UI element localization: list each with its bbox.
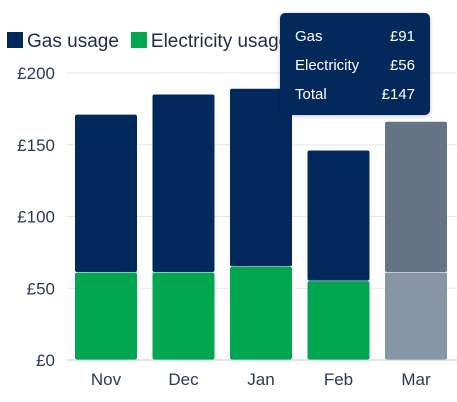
tooltip-electricity-value: £56 — [389, 57, 415, 74]
tooltip-total-value: £147 — [381, 86, 415, 103]
hover-tooltip: Gas £91 Electricity £56 Total £147 — [280, 13, 430, 115]
tooltip-total-label: Total — [295, 86, 327, 103]
y-tick-label-150: £150 — [17, 136, 55, 155]
bar-gas-usage-jan[interactable] — [230, 88, 292, 267]
tooltip-electricity-label: Electricity — [295, 57, 360, 74]
bar-gas-usage-mar[interactable] — [385, 121, 447, 272]
tooltip-gas-value: £91 — [389, 28, 415, 45]
x-tick-label-nov: Nov — [91, 370, 122, 389]
y-tick-label-100: £100 — [17, 208, 55, 227]
x-tick-label-feb: Feb — [324, 370, 353, 389]
y-tick-label-0: £0 — [36, 351, 55, 370]
x-tick-label-dec: Dec — [168, 370, 199, 389]
bar-electricity-usage-mar[interactable] — [385, 272, 447, 360]
x-tick-label-jan: Jan — [247, 370, 274, 389]
legend-label-gas-usage[interactable]: Gas usage — [27, 31, 119, 52]
tooltip-row-total: Total £147 — [295, 86, 415, 103]
y-tick-label-200: £200 — [17, 64, 55, 83]
bar-electricity-usage-jan[interactable] — [230, 266, 292, 360]
bar-electricity-usage-dec[interactable] — [152, 272, 215, 360]
y-axis: £0 £50 £100 £150 £200 — [17, 64, 55, 370]
x-axis: Nov Dec Jan Feb Mar — [91, 370, 431, 389]
bar-electricity-usage-feb[interactable] — [307, 281, 370, 360]
bar-electricity-usage-nov[interactable] — [75, 272, 137, 360]
bars — [75, 88, 447, 360]
y-tick-label-50: £50 — [27, 279, 55, 298]
legend-swatch-gas-usage[interactable] — [7, 32, 23, 48]
legend-label-electricity-usage[interactable]: Electricity usage — [151, 31, 289, 52]
tooltip-row-gas: Gas £91 — [295, 28, 415, 45]
tooltip-row-electricity: Electricity £56 — [295, 57, 415, 74]
bar-gas-usage-feb[interactable] — [307, 150, 370, 281]
legend-swatch-electricity-usage[interactable] — [130, 32, 147, 48]
tooltip-gas-label: Gas — [295, 28, 323, 45]
bar-gas-usage-dec[interactable] — [152, 94, 215, 272]
bar-gas-usage-nov[interactable] — [75, 114, 137, 272]
x-tick-label-mar: Mar — [401, 370, 431, 389]
